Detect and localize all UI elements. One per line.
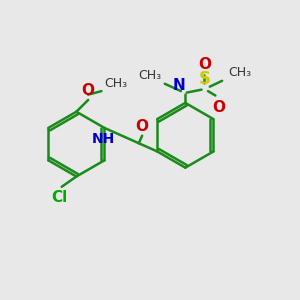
Text: CH₃: CH₃ bbox=[104, 76, 128, 90]
Text: O: O bbox=[136, 119, 148, 134]
Text: CH₃: CH₃ bbox=[139, 69, 162, 82]
Text: N: N bbox=[172, 78, 185, 93]
Text: S: S bbox=[199, 70, 211, 88]
Text: NH: NH bbox=[91, 132, 115, 146]
Text: O: O bbox=[212, 100, 225, 115]
Text: O: O bbox=[82, 83, 95, 98]
Text: O: O bbox=[198, 57, 211, 72]
Text: Cl: Cl bbox=[51, 190, 68, 205]
Text: CH₃: CH₃ bbox=[228, 66, 251, 79]
